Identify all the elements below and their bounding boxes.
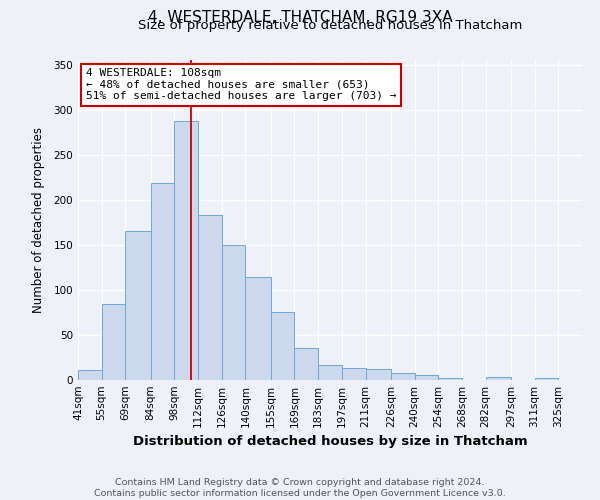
Bar bbox=[438, 378, 462, 380]
Bar bbox=[485, 378, 511, 380]
Bar bbox=[101, 304, 125, 380]
Bar bbox=[295, 348, 318, 380]
Bar bbox=[222, 245, 245, 380]
Title: Size of property relative to detached houses in Thatcham: Size of property relative to detached ho… bbox=[138, 20, 522, 32]
Text: Contains HM Land Registry data © Crown copyright and database right 2024.
Contai: Contains HM Land Registry data © Crown c… bbox=[94, 478, 506, 498]
Text: 4 WESTERDALE: 108sqm
← 48% of detached houses are smaller (653)
51% of semi-deta: 4 WESTERDALE: 108sqm ← 48% of detached h… bbox=[86, 68, 396, 101]
Bar bbox=[365, 369, 391, 380]
X-axis label: Distribution of detached houses by size in Thatcham: Distribution of detached houses by size … bbox=[133, 436, 527, 448]
Bar bbox=[78, 370, 101, 380]
Bar bbox=[391, 373, 415, 380]
Text: 4, WESTERDALE, THATCHAM, RG19 3XA: 4, WESTERDALE, THATCHAM, RG19 3XA bbox=[148, 10, 452, 25]
Bar bbox=[535, 378, 559, 380]
Bar bbox=[151, 184, 175, 380]
Bar bbox=[245, 277, 271, 380]
Bar bbox=[271, 312, 295, 380]
Bar bbox=[125, 232, 151, 380]
Bar bbox=[318, 364, 342, 380]
Bar bbox=[198, 215, 222, 380]
Bar bbox=[342, 368, 365, 380]
Y-axis label: Number of detached properties: Number of detached properties bbox=[32, 127, 45, 313]
Bar bbox=[415, 376, 438, 380]
Bar bbox=[175, 122, 198, 380]
